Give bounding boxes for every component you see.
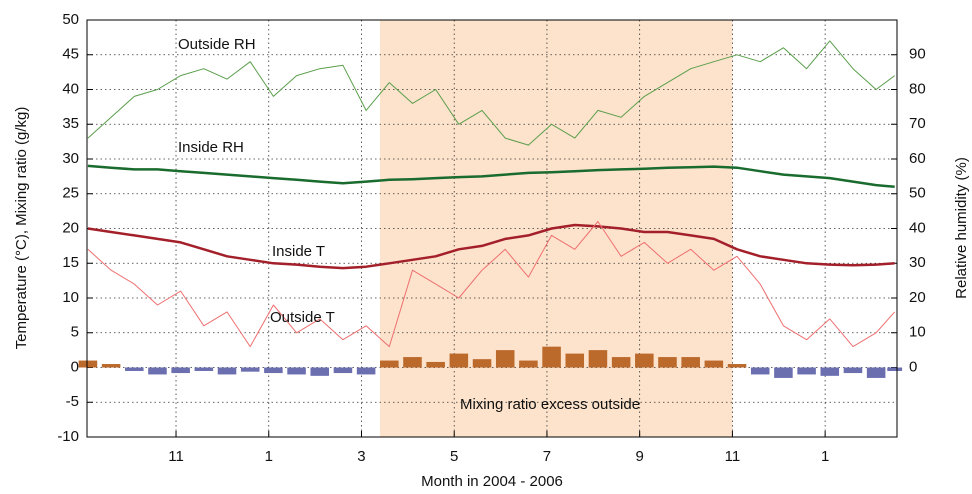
bar — [101, 364, 121, 368]
bar — [750, 367, 770, 375]
bar — [194, 367, 214, 371]
series-line — [87, 221, 896, 348]
bar — [380, 360, 399, 368]
bar — [542, 346, 561, 368]
series-line — [87, 40, 895, 146]
bar — [727, 364, 747, 368]
bar — [333, 367, 353, 374]
bar — [264, 367, 283, 374]
series-label: Mixing ratio excess outside — [460, 396, 640, 413]
series-line — [87, 223, 895, 270]
bar — [495, 350, 515, 368]
y-tick-label: 20 — [62, 219, 79, 236]
x-tick-label: 11 — [725, 448, 741, 465]
bar — [426, 361, 445, 368]
bar — [866, 367, 886, 378]
bar — [774, 367, 793, 378]
bar — [287, 367, 306, 375]
y-axis-label: Temperature (°C), Mixing ratio (g/kg) — [13, 107, 30, 350]
y-tick-label: 35 — [62, 115, 79, 132]
y2-tick-label: 70 — [909, 115, 926, 132]
bar — [820, 367, 840, 376]
bar — [240, 367, 260, 372]
bar — [519, 360, 538, 368]
y-tick-label: 0 — [71, 358, 79, 375]
y2-tick-label: 60 — [909, 150, 926, 167]
bar — [681, 357, 700, 368]
y2-tick-label: 20 — [909, 289, 926, 306]
plot-frame — [86, 19, 898, 438]
y2-tick-label: 40 — [909, 219, 926, 236]
bar — [125, 367, 144, 371]
x-tick-label: 9 — [636, 448, 644, 465]
y2-tick-label: 30 — [909, 254, 926, 271]
bar — [887, 367, 903, 371]
series-label: Inside T — [272, 243, 325, 260]
y-tick-label: 5 — [71, 324, 79, 341]
x-tick-label: 7 — [543, 448, 551, 465]
y-tick-label: 30 — [62, 150, 79, 167]
y-tick-label: 50 — [62, 11, 79, 28]
bar — [310, 367, 330, 376]
x-tick-label: 1 — [265, 448, 273, 465]
y2-tick-label: 80 — [909, 80, 926, 97]
series-label: Outside T — [270, 309, 335, 326]
series-line — [87, 164, 895, 189]
bar — [611, 357, 631, 368]
bar — [472, 359, 492, 368]
bar — [356, 367, 376, 375]
bar — [565, 353, 585, 368]
bar — [797, 367, 816, 375]
bar — [449, 353, 469, 368]
y2-tick-label: 90 — [909, 46, 926, 63]
y-tick-label: -10 — [57, 428, 79, 445]
bar — [658, 357, 677, 368]
y2-tick-label: 0 — [909, 358, 917, 375]
bar — [148, 367, 167, 375]
y-tick-label: 15 — [62, 254, 79, 271]
y-tick-label: -5 — [66, 393, 79, 410]
bar — [704, 360, 724, 368]
series-label: Inside RH — [178, 139, 244, 156]
bar — [588, 350, 608, 368]
bar — [217, 367, 237, 375]
y-tick-label: 25 — [62, 185, 79, 202]
bar — [843, 367, 863, 374]
bar — [403, 357, 422, 368]
y2-axis-label: Relative humidity (%) — [953, 157, 970, 299]
x-axis-label: Month in 2004 - 2006 — [421, 473, 563, 490]
x-tick-label: 11 — [168, 448, 184, 465]
bar — [171, 367, 190, 374]
x-tick-label: 5 — [450, 448, 458, 465]
y-tick-label: 45 — [62, 46, 79, 63]
bar — [635, 353, 654, 368]
bar — [78, 360, 98, 368]
y2-tick-label: 50 — [909, 185, 926, 202]
series-label: Outside RH — [178, 36, 256, 53]
y2-tick-label: 10 — [909, 324, 926, 341]
y-tick-label: 40 — [62, 80, 79, 97]
x-tick-label: 3 — [357, 448, 365, 465]
y-tick-label: 10 — [62, 289, 79, 306]
x-tick-label: 1 — [821, 448, 829, 465]
